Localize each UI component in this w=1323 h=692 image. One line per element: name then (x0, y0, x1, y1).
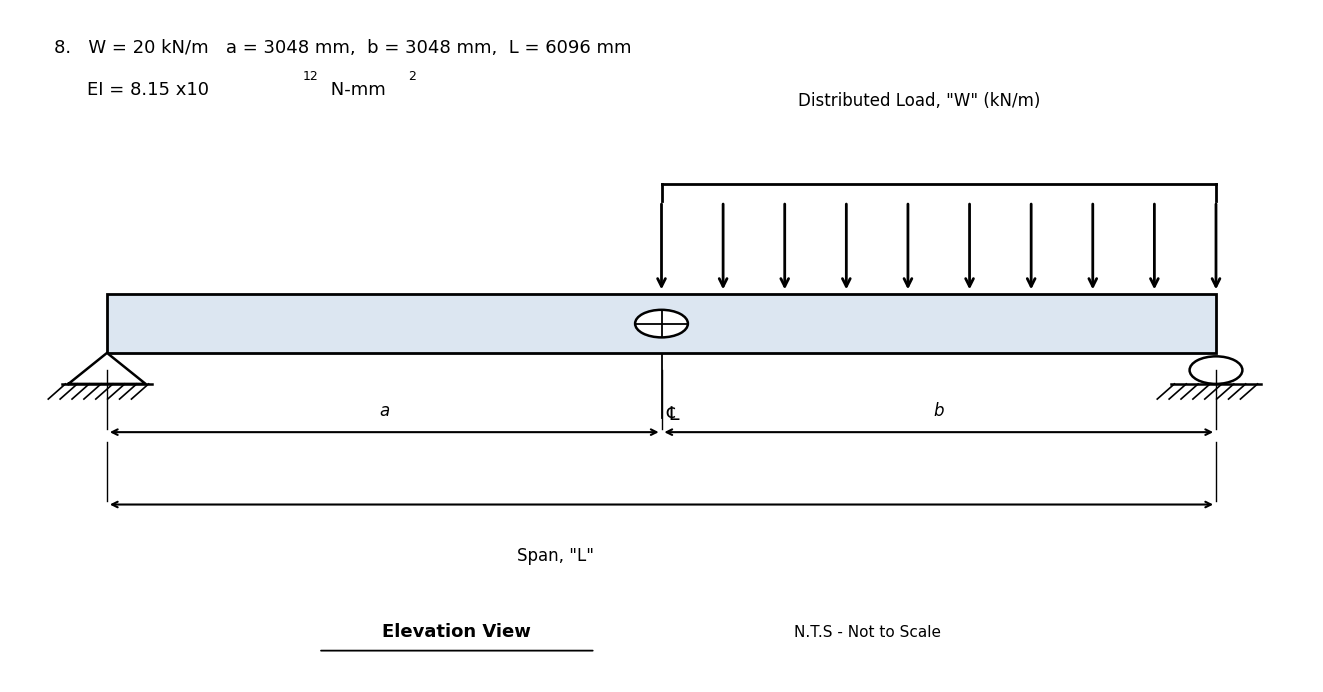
Text: 12: 12 (303, 71, 318, 83)
Polygon shape (69, 353, 146, 384)
Text: N.T.S - Not to Scale: N.T.S - Not to Scale (794, 624, 941, 639)
Text: b: b (934, 403, 945, 421)
Text: Elevation View: Elevation View (382, 623, 532, 641)
Text: EI = 8.15 x10: EI = 8.15 x10 (87, 81, 209, 99)
Text: 8.   W = 20 kN/m   a = 3048 mm,  b = 3048 mm,  L = 6096 mm: 8. W = 20 kN/m a = 3048 mm, b = 3048 mm,… (54, 39, 631, 57)
Text: Span, "L": Span, "L" (517, 547, 594, 565)
Text: ℄: ℄ (667, 405, 679, 424)
Circle shape (635, 310, 688, 338)
Text: 2: 2 (407, 71, 415, 83)
Circle shape (1189, 356, 1242, 384)
Bar (107, 294, 1216, 353)
Text: Distributed Load, "W" (kN/m): Distributed Load, "W" (kN/m) (798, 92, 1040, 110)
Text: N-mm: N-mm (325, 81, 385, 99)
Text: a: a (380, 403, 389, 421)
